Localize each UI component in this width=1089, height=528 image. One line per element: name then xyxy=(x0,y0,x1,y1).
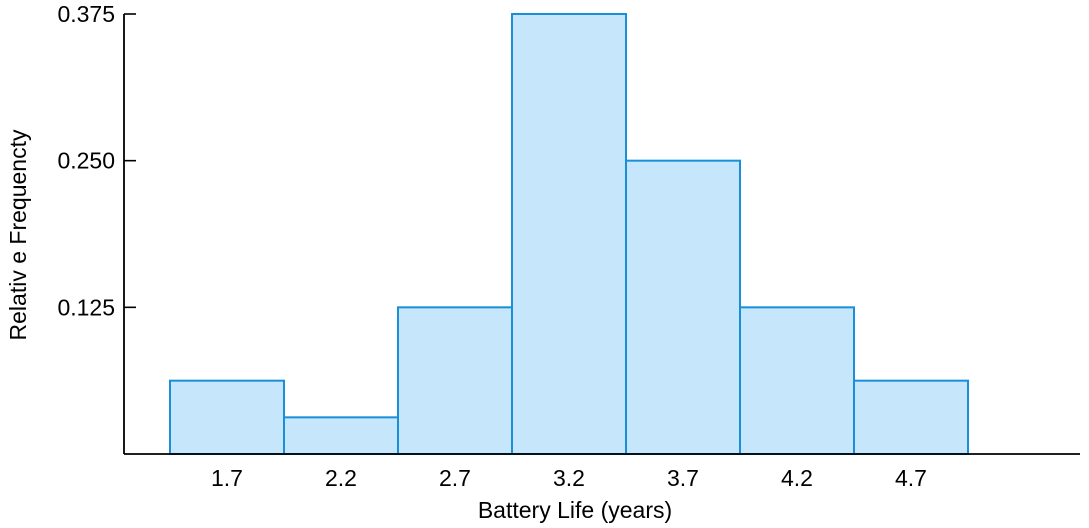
x-tick-label: 1.7 xyxy=(211,465,243,491)
x-tick-label: 3.2 xyxy=(553,465,585,491)
x-tick-label: 2.2 xyxy=(325,465,357,491)
y-ticks-layer: 0.125 0.250 0.375 xyxy=(57,1,136,320)
bars-layer xyxy=(169,13,969,456)
histogram-bar-3.2 xyxy=(511,13,627,455)
histogram-bar-4.2 xyxy=(739,306,855,456)
y-tick-label: 0.375 xyxy=(57,1,115,27)
y-axis-label: Relativ e Frequencty xyxy=(5,129,31,340)
histogram-bar-2.7 xyxy=(397,306,513,456)
histogram-bar-3.7 xyxy=(625,159,741,456)
x-tick-label: 3.7 xyxy=(667,465,699,491)
x-tick-label: 2.7 xyxy=(439,465,471,491)
histogram-bar-1.7 xyxy=(169,379,285,455)
histogram-bar-4.7 xyxy=(853,379,969,455)
x-labels-layer: 1.7 2.2 2.7 3.2 3.7 4.2 4.7 xyxy=(211,465,927,491)
x-tick-label: 4.2 xyxy=(781,465,813,491)
x-tick-label: 4.7 xyxy=(895,465,927,491)
histogram-bar-2.2 xyxy=(283,416,399,456)
y-tick-label: 0.250 xyxy=(57,148,115,174)
y-tick-label: 0.125 xyxy=(57,294,115,320)
x-axis-label: Battery Life (years) xyxy=(478,497,672,523)
